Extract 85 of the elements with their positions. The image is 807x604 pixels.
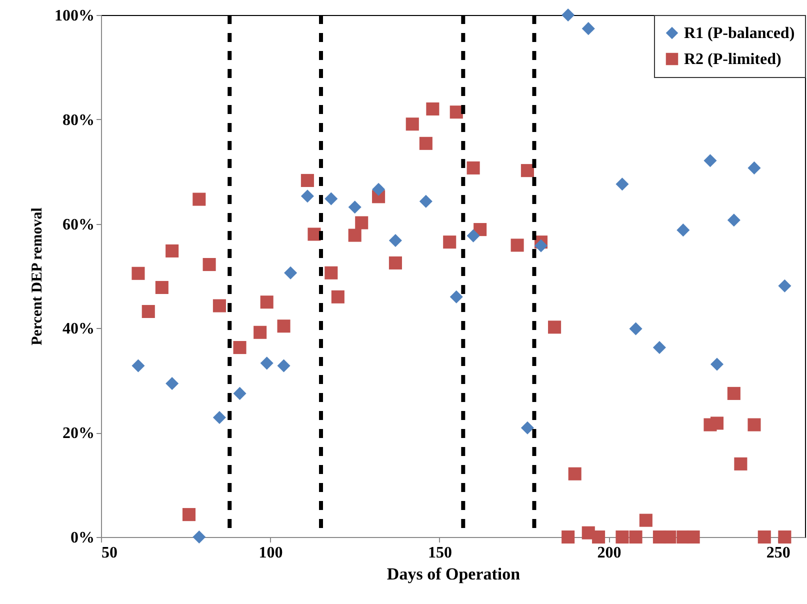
point: [212, 299, 226, 312]
point: [727, 386, 740, 400]
point: [652, 340, 666, 354]
point: [324, 266, 338, 280]
point: [748, 418, 761, 432]
point: [426, 102, 440, 116]
point: [686, 530, 700, 544]
x-tick-label: 50: [102, 544, 118, 562]
legend-label: R2 (P-limited): [684, 51, 782, 68]
point: [758, 530, 771, 544]
point: [710, 416, 724, 430]
x-axis-title: Days of Operation: [386, 564, 521, 584]
point: [372, 182, 386, 196]
point: [260, 356, 274, 370]
point: [254, 326, 267, 339]
point: [520, 421, 534, 434]
point: [639, 514, 652, 527]
point: [568, 467, 582, 480]
point: [348, 228, 362, 242]
point: [233, 340, 246, 354]
point: [348, 200, 362, 214]
point: [166, 244, 179, 258]
x-tick-label: 100: [258, 544, 283, 562]
point: [778, 530, 792, 544]
point: [562, 530, 575, 544]
point: [192, 530, 206, 544]
point: [510, 238, 524, 252]
point: [260, 296, 274, 309]
point: [132, 266, 145, 280]
point: [300, 190, 314, 203]
y-tick-label: 0%: [70, 530, 94, 546]
point: [419, 136, 432, 150]
point: [748, 161, 761, 174]
point: [324, 192, 338, 206]
point: [629, 530, 642, 544]
point: [548, 320, 562, 334]
point: [466, 229, 480, 242]
y-tick-label: 60%: [62, 216, 94, 234]
point: [520, 164, 534, 178]
y-axis-title: Percent DEP removal: [30, 208, 46, 346]
point: [582, 22, 595, 36]
point: [629, 322, 642, 336]
point: [616, 530, 629, 544]
y-tick-label: 80%: [62, 112, 94, 129]
point: [182, 508, 196, 522]
point: [419, 194, 432, 208]
point: [388, 256, 402, 270]
point: [450, 290, 463, 304]
point: [166, 377, 179, 390]
point: [308, 228, 321, 241]
x-tick-label: 250: [766, 544, 790, 562]
y-tick-label: 20%: [62, 425, 94, 442]
point: [710, 358, 724, 371]
legend-label: R1 (P-balanced): [684, 25, 795, 42]
point: [132, 359, 145, 372]
point: [355, 216, 368, 230]
point: [331, 290, 344, 304]
x-tick-label: 200: [597, 544, 622, 562]
point: [443, 236, 456, 249]
point: [616, 178, 629, 191]
point: [663, 530, 676, 544]
point: [212, 410, 226, 424]
point: [155, 280, 168, 294]
point: [142, 304, 155, 318]
y-tick-label: 40%: [62, 320, 94, 338]
point: [284, 266, 298, 280]
point: [562, 8, 575, 22]
point: [778, 279, 792, 292]
point: [233, 386, 246, 400]
point: [676, 224, 690, 237]
point: [300, 174, 314, 187]
point: [406, 118, 419, 131]
point: [704, 154, 717, 168]
point: [388, 234, 402, 248]
point: [277, 320, 290, 333]
point: [202, 258, 216, 272]
point: [277, 359, 290, 372]
point: [192, 192, 206, 206]
x-tick-label: 150: [428, 544, 452, 562]
point: [534, 239, 548, 252]
point: [466, 161, 480, 174]
point: [727, 214, 740, 227]
y-tick-label: 100%: [54, 8, 94, 24]
point: [592, 530, 606, 544]
point: [734, 457, 748, 470]
